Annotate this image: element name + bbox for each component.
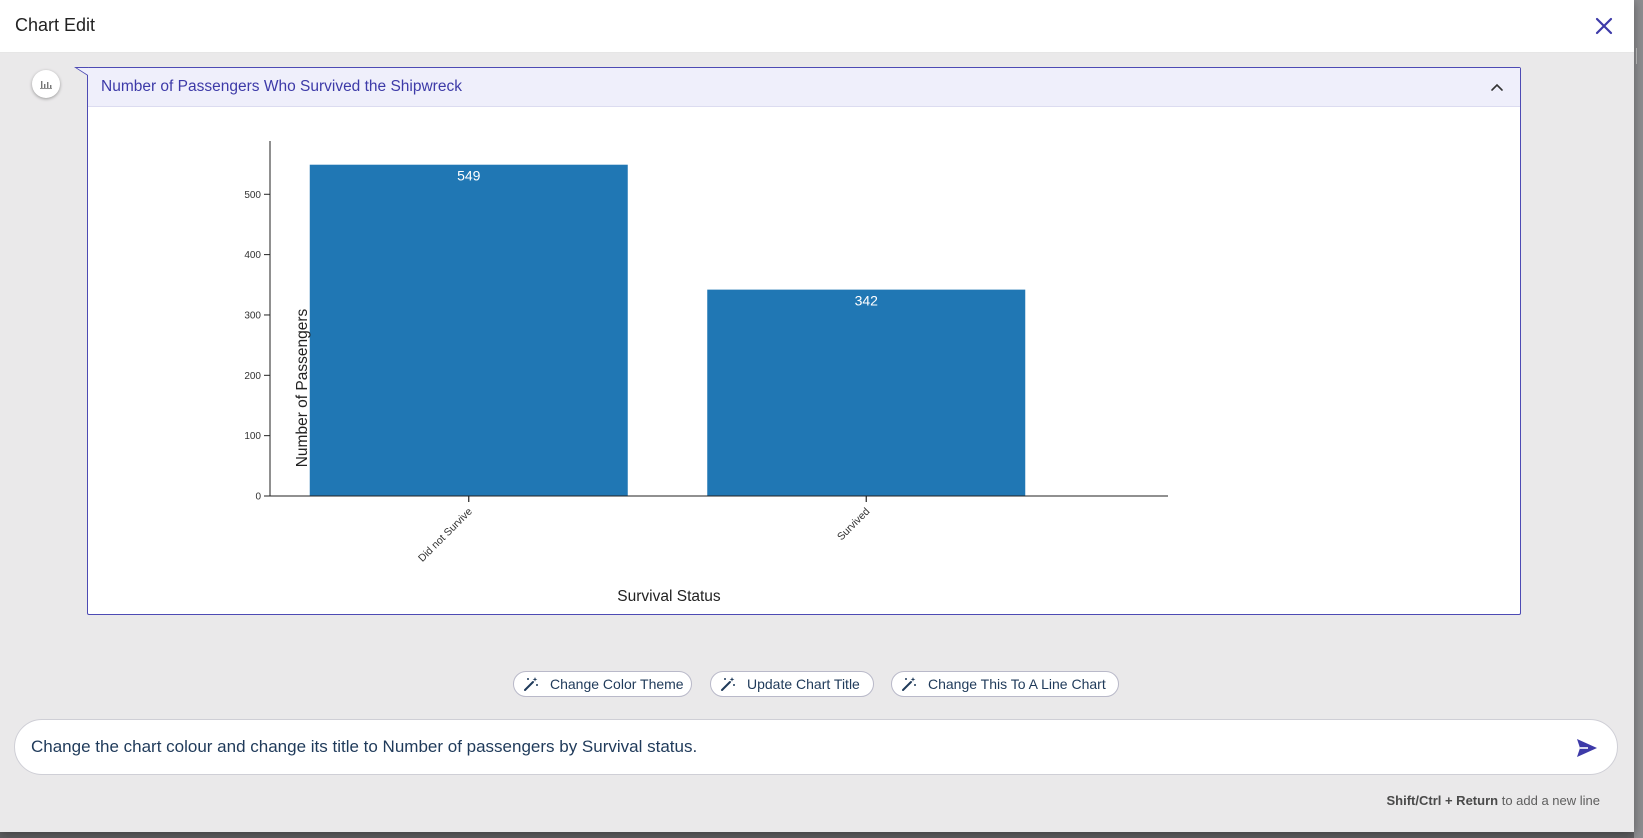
- suggestion-chips: Change Color Theme Update Chart Title Ch…: [0, 671, 1634, 699]
- y-tick-label: 0: [255, 492, 261, 503]
- suggestion-label: Change This To A Line Chart: [928, 676, 1106, 692]
- bar-value-label: 549: [457, 168, 481, 184]
- y-tick-label: 200: [244, 371, 261, 382]
- suggestion-change-color-theme[interactable]: Change Color Theme: [513, 671, 692, 697]
- close-icon: [1595, 17, 1613, 35]
- chart-card-header[interactable]: Number of Passengers Who Survived the Sh…: [88, 68, 1520, 107]
- bar-chart: 549 342 0 100 200 300 400 500 Did not Survive S…: [244, 141, 1168, 605]
- send-icon: [1577, 739, 1597, 757]
- magic-wand-icon: [902, 677, 916, 691]
- card-pointer-fill: [77, 68, 88, 75]
- magic-wand-icon: [721, 677, 735, 691]
- x-tick-label: Survived: [835, 506, 872, 543]
- suggestion-label: Update Chart Title: [747, 676, 860, 692]
- magic-wand-icon: [524, 677, 538, 691]
- prompt-input-text[interactable]: Change the chart colour and change its t…: [31, 737, 698, 756]
- close-button[interactable]: [1591, 13, 1617, 39]
- hint-keys: Shift/Ctrl + Return: [1386, 793, 1499, 808]
- x-axis-label: Survival Status: [617, 588, 721, 605]
- prompt-input[interactable]: Change the chart colour and change its t…: [14, 719, 1618, 775]
- hint-text: to add a new line: [1501, 793, 1600, 808]
- x-tick-label: Did not Survive: [416, 506, 475, 565]
- chevron-up-icon: [1491, 83, 1503, 91]
- bar-value-label: 342: [855, 293, 879, 309]
- bar-survived: [707, 289, 1026, 496]
- y-tick-label: 500: [244, 190, 261, 201]
- send-button[interactable]: [1574, 735, 1600, 761]
- chart-avatar: [32, 70, 60, 98]
- y-tick-label: 100: [244, 431, 261, 442]
- chart-card-title: Number of Passengers Who Survived the Sh…: [101, 78, 462, 95]
- newline-hint: Shift/Ctrl + Return to add a new line: [1270, 793, 1600, 808]
- modal-title: Chart Edit: [15, 15, 96, 35]
- y-tick-label: 400: [244, 250, 261, 261]
- suggestion-update-chart-title[interactable]: Update Chart Title: [710, 671, 874, 697]
- y-tick-label: 300: [244, 310, 261, 321]
- suggestion-change-to-line-chart[interactable]: Change This To A Line Chart: [891, 671, 1119, 697]
- collapse-button[interactable]: [1487, 78, 1507, 96]
- modal-header: Chart Edit: [0, 0, 1634, 53]
- chart-card: Number of Passengers Who Survived the Sh…: [87, 67, 1521, 615]
- bar-did-not-survive: [309, 164, 628, 496]
- y-axis-label: Number of Passengers: [294, 308, 311, 467]
- background-divider: [1636, 48, 1643, 64]
- bar-chart-icon: [40, 81, 52, 89]
- background-page-edge: [1634, 0, 1643, 838]
- suggestion-label: Change Color Theme: [550, 676, 684, 692]
